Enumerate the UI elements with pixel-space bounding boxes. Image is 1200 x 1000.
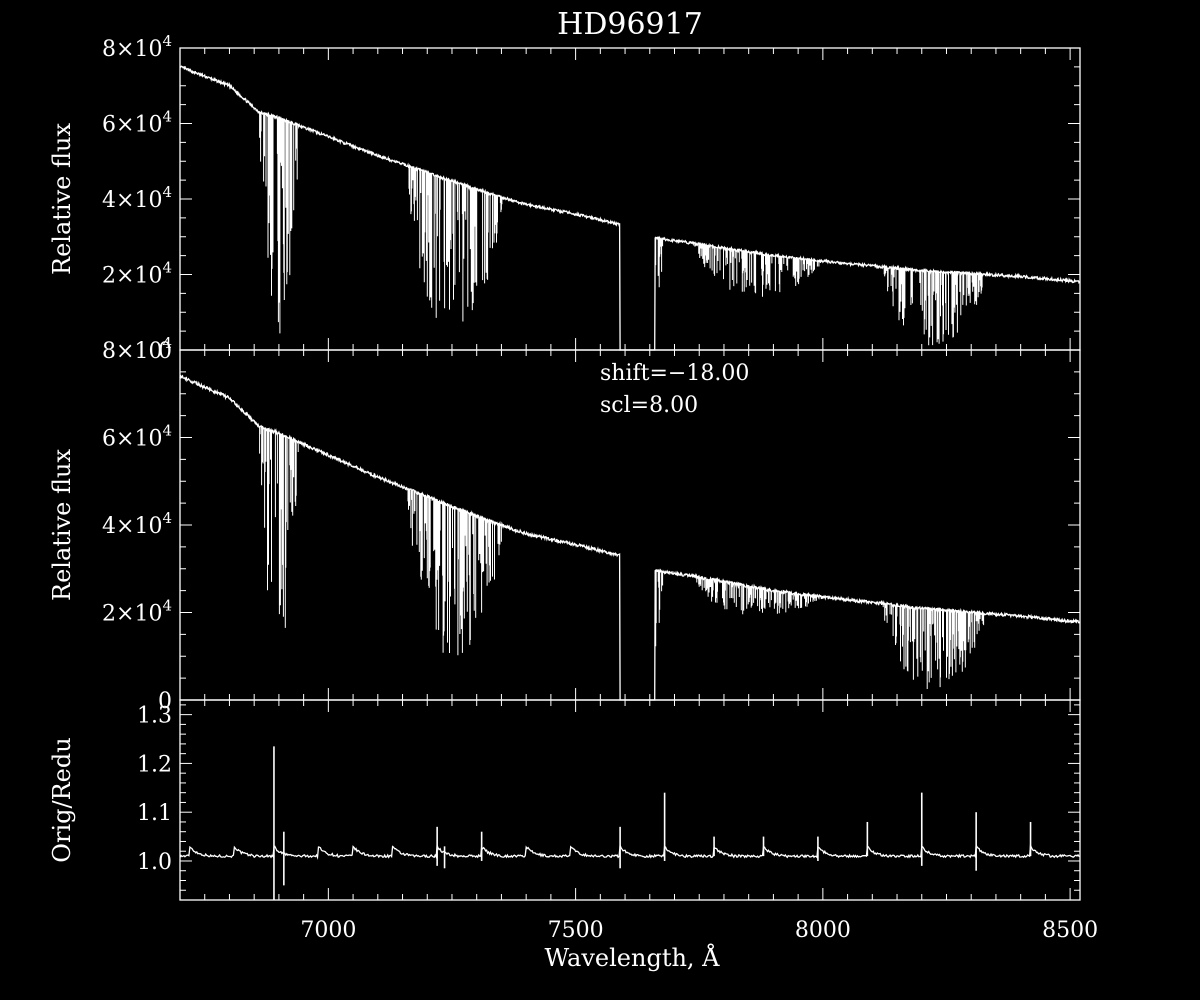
panel-middle: 0 2×104 4×104 6×104 8×104 Relative flux shift=… [48,334,1081,714]
chart-title: HD96917 [557,7,703,42]
x-tick-label: 7500 [548,918,604,943]
panel-frame [179,47,1081,351]
annotation: scl=8.00 [600,393,698,418]
y-tick-label: 1.0 [137,850,172,875]
x-tick-label: 8500 [1042,918,1098,943]
annotation: shift=−18.00 [600,361,749,386]
x-tick-label: 8000 [795,918,851,943]
panel-bottom: 7000 7500 8000 8500 1.0 1.1 1.2 1.3 Orig/Redu [48,699,1098,943]
panels: 0 2×104 4×104 6×104 8×104 Relative flux 0 2×104… [48,32,1098,943]
panel-frame [179,699,1081,901]
y-axis-label: Relative flux [48,123,76,275]
y-tick-label: 2×104 [102,597,172,627]
y-tick-label: 1.3 [137,704,172,729]
ratio-line [179,842,1081,860]
y-tick-label: 4×104 [102,183,172,213]
y-tick-label: 0 [158,689,172,714]
y-axis-label: Orig/Redu [48,737,76,862]
y-tick-label: 2×104 [102,259,172,289]
y-tick-label: 8×104 [102,32,172,62]
y-tick-label: 4×104 [102,509,172,539]
absorption-lines [259,426,985,689]
y-tick-label: 0 [158,339,172,364]
absorption-lines [259,111,983,346]
y-tick-label: 8×104 [102,334,172,364]
spectrum-line [179,374,1081,701]
y-tick-label: 6×104 [102,422,172,452]
x-tick-label: 7000 [300,918,356,943]
x-axis-label: Wavelength, Å [544,943,720,972]
y-tick-label: 1.1 [137,801,172,826]
spectrum-line [179,65,1081,351]
y-tick-label: 1.2 [137,752,172,777]
y-axis-label: Relative flux [48,449,76,601]
y-tick-label: 6×104 [102,108,172,138]
panel-top: 0 2×104 4×104 6×104 8×104 Relative flux [48,32,1081,364]
